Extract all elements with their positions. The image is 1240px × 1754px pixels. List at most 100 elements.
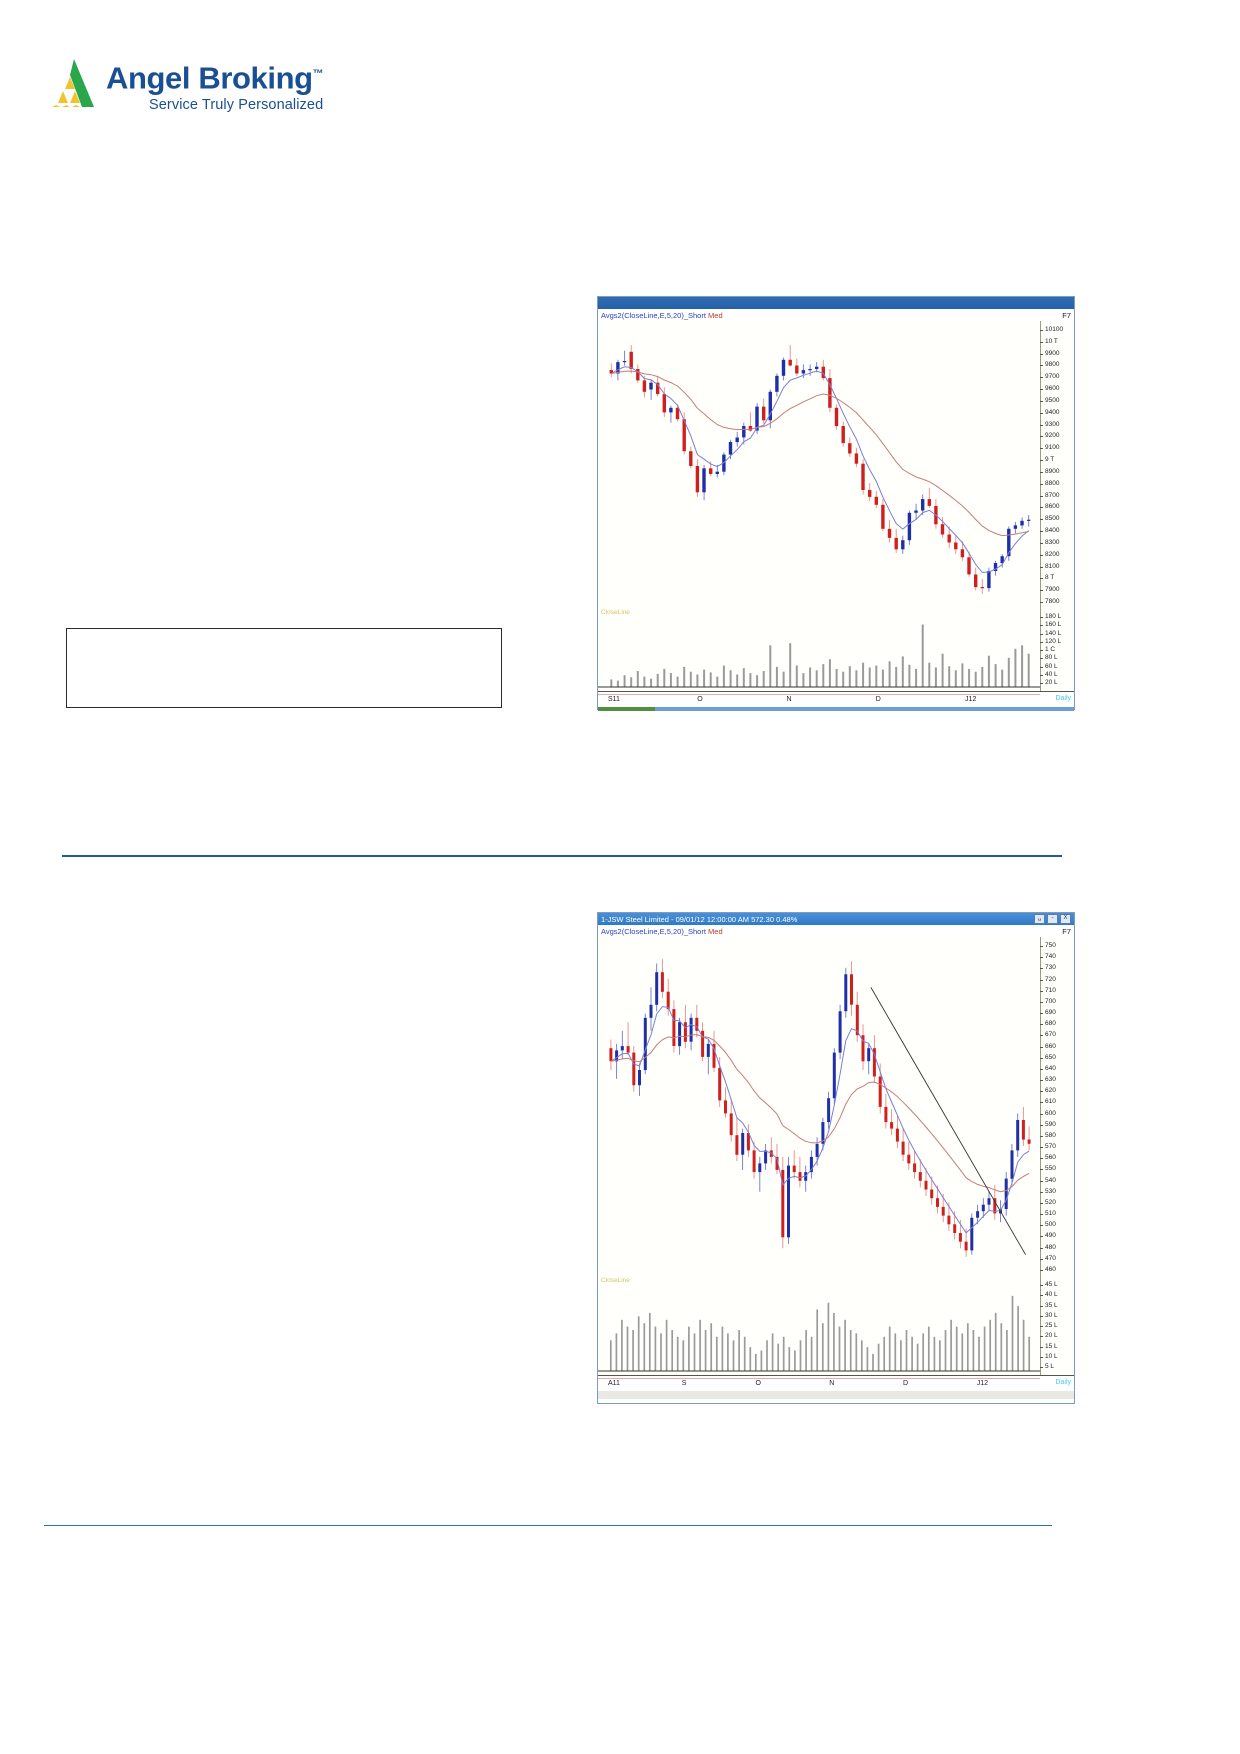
chart-1-legend-text: Avgs2(CloseLine,E,5,20)_Short (601, 310, 706, 320)
axis-tick: 750 (1040, 942, 1056, 949)
axis-tick: 470 (1040, 1255, 1056, 1262)
axis-tick: 560 (1040, 1155, 1056, 1161)
axis-tick: 8300 (1039, 539, 1059, 546)
axis-tick: 9400 (1039, 409, 1059, 416)
axis-tick: 9200 (1039, 433, 1059, 439)
trademark-symbol: ™ (312, 68, 324, 80)
chart-2-legend-text: Avgs2(CloseLine,E,5,20)_Short (601, 926, 706, 936)
date-tick: S (681, 1380, 687, 1387)
axis-tick: 40 L (1040, 1292, 1058, 1298)
axis-tick: 460 (1040, 1266, 1056, 1273)
chart-panel-1[interactable]: Avgs2(CloseLine,E,5,20)_Short Med F7 101… (597, 296, 1075, 711)
axis-tick: 20 L (1040, 1333, 1058, 1339)
axis-tick: 710 (1040, 987, 1056, 994)
axis-tick: 180 L (1039, 613, 1061, 620)
axis-tick: 540 (1040, 1177, 1056, 1184)
chart-2-price-plot[interactable]: 750 740 730 720 710 700 690 680 670 660 650 640 630 6… (598, 937, 1074, 1277)
axis-tick: 660 (1040, 1043, 1056, 1050)
axis-tick: 1 C (1039, 646, 1055, 653)
minimize-button[interactable]: - (1047, 914, 1058, 924)
axis-tick: 480 (1040, 1244, 1056, 1251)
axis-tick: 9100 (1039, 445, 1059, 451)
axis-tick: 520 (1040, 1199, 1056, 1206)
date-tick: O (755, 1380, 761, 1387)
axis-tick: 490 (1040, 1233, 1056, 1239)
axis-tick: 80 L (1040, 655, 1058, 661)
axis-tick: 730 (1040, 965, 1056, 971)
date-tick: D (875, 696, 881, 703)
axis-tick: 7800 (1039, 598, 1059, 605)
date-tick: O (697, 696, 703, 703)
axis-tick: 8200 (1039, 551, 1059, 558)
axis-tick: 590 (1040, 1121, 1056, 1128)
axis-tick: 9500 (1039, 397, 1059, 404)
brand-logo: Angel Broking™ Service Truly Personalize… (44, 55, 324, 130)
axis-tick: 530 (1040, 1188, 1056, 1195)
axis-tick: 700 (1040, 998, 1056, 1005)
brand-name: Angel Broking (106, 60, 313, 96)
chart-2-footer-strip (598, 1391, 1074, 1399)
axis-tick: 8100 (1039, 563, 1059, 570)
axis-tick: 9300 (1039, 421, 1059, 428)
angel-triangle-icon (44, 57, 96, 109)
chart-2-date-axis: Daily A11 S O N D J12 (598, 1375, 1074, 1391)
axis-tick: 30 L (1040, 1312, 1058, 1319)
axis-tick: 8600 (1039, 504, 1059, 510)
axis-tick: 8800 (1039, 480, 1059, 487)
axis-tick: 570 (1040, 1143, 1056, 1150)
chart-panel-2[interactable]: 1-JSW Steel Limited - 09/01/12 12:00:00 … (597, 912, 1075, 1404)
axis-tick: 40 L (1040, 671, 1058, 678)
axis-tick: 10 T (1040, 338, 1058, 345)
axis-tick: 5 L (1039, 1363, 1054, 1370)
chart-2-titlebar[interactable]: 1-JSW Steel Limited - 09/01/12 12:00:00 … (598, 913, 1074, 925)
axis-tick: 680 (1040, 1020, 1056, 1027)
chart-2-title: 1-JSW Steel Limited - 09/01/12 12:00:00 … (601, 914, 798, 924)
close-button[interactable]: X (1060, 914, 1071, 924)
axis-tick: 720 (1040, 976, 1056, 983)
axis-tick: 160 L (1039, 622, 1061, 628)
axis-tick: 8700 (1039, 492, 1059, 499)
axis-tick: 20 L (1040, 679, 1058, 686)
axis-tick: 10100 (1039, 326, 1063, 333)
chart-1-price-plot[interactable]: 10100 10 T 9900 9800 9700 9600 9500 9400 9300 920… (598, 321, 1074, 609)
chart-1-daily-label: Daily (1055, 695, 1071, 702)
axis-tick: 670 (1040, 1032, 1056, 1038)
chart-1-legend-med: Med (708, 310, 723, 320)
candlestick-series (598, 937, 1040, 1277)
axis-tick: 500 (1040, 1222, 1056, 1228)
axis-tick: 620 (1040, 1087, 1056, 1094)
candlestick-series (598, 321, 1040, 609)
axis-tick: 8900 (1039, 468, 1059, 475)
axis-tick: 15 L (1040, 1343, 1058, 1350)
date-tick: D (902, 1380, 909, 1387)
price-axis: 750 740 730 720 710 700 690 680 670 660 650 640 630 6… (1040, 937, 1074, 1277)
axis-tick: 45 L (1040, 1281, 1058, 1288)
divider-top-section (62, 855, 1062, 857)
axis-tick: 650 (1040, 1054, 1056, 1061)
brand-text: Angel Broking™ Service Truly Personalize… (106, 57, 324, 114)
axis-tick: 610 (1040, 1099, 1056, 1105)
date-tick: J12 (965, 696, 977, 703)
chart-1-titlebar (598, 297, 1074, 309)
chart-2-legend-med: Med (708, 926, 723, 936)
chart-1-date-axis: Daily S11 O N D J12 (598, 691, 1074, 707)
axis-tick: 7900 (1039, 586, 1059, 593)
axis-tick: 740 (1040, 953, 1056, 960)
axis-tick: 9700 (1039, 374, 1059, 380)
restore-button[interactable]: ␣ (1034, 914, 1045, 924)
date-tick: S11 (608, 696, 620, 703)
volume-series (598, 609, 1040, 691)
chart-2-window-controls[interactable]: ␣ - X (1034, 914, 1071, 924)
chart-1-f7-label: F7 (1062, 310, 1071, 320)
axis-tick: 8400 (1039, 527, 1059, 534)
axis-tick: 60 L (1040, 663, 1058, 670)
price-axis: 10100 10 T 9900 9800 9700 9600 9500 9400 9300 920… (1039, 321, 1074, 609)
axis-tick: 9 T (1039, 456, 1054, 463)
axis-tick: 690 (1040, 1009, 1056, 1016)
axis-tick: 35 L (1040, 1302, 1058, 1309)
chart-2-volume-plot[interactable]: CloseLine 45 L 40 L 35 L 30 L 25 L 20 L 15 L 10… (598, 1277, 1074, 1375)
axis-tick: 10 L (1040, 1353, 1058, 1360)
axis-tick: 25 L (1040, 1322, 1058, 1329)
chart-2-legend-bar: Avgs2(CloseLine,E,5,20)_Short Med F7 (598, 925, 1074, 937)
